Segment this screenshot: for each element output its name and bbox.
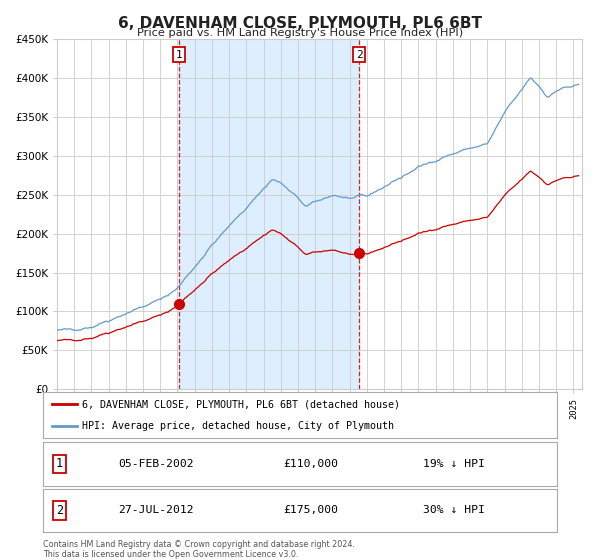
Text: 2: 2 [56, 504, 63, 517]
Text: 05-FEB-2002: 05-FEB-2002 [118, 459, 194, 469]
Text: 1: 1 [56, 458, 63, 470]
Text: 27-JUL-2012: 27-JUL-2012 [118, 506, 194, 515]
Bar [179, 39, 359, 389]
Text: £175,000: £175,000 [283, 506, 338, 515]
Text: 19% ↓ HPI: 19% ↓ HPI [423, 459, 485, 469]
Text: 6, DAVENHAM CLOSE, PLYMOUTH, PL6 6BT (detached house): 6, DAVENHAM CLOSE, PLYMOUTH, PL6 6BT (de… [82, 399, 400, 409]
Text: Contains HM Land Registry data © Crown copyright and database right 2024.: Contains HM Land Registry data © Crown c… [43, 540, 355, 549]
Text: 30% ↓ HPI: 30% ↓ HPI [423, 506, 485, 515]
Text: £110,000: £110,000 [283, 459, 338, 469]
Text: 6, DAVENHAM CLOSE, PLYMOUTH, PL6 6BT: 6, DAVENHAM CLOSE, PLYMOUTH, PL6 6BT [118, 16, 482, 31]
Text: HPI: Average price, detached house, City of Plymouth: HPI: Average price, detached house, City… [82, 421, 394, 431]
Text: Price paid vs. HM Land Registry's House Price Index (HPI): Price paid vs. HM Land Registry's House … [137, 28, 463, 38]
Text: This data is licensed under the Open Government Licence v3.0.: This data is licensed under the Open Gov… [43, 550, 299, 559]
Text: 1: 1 [176, 50, 182, 60]
Text: 2: 2 [356, 50, 362, 60]
